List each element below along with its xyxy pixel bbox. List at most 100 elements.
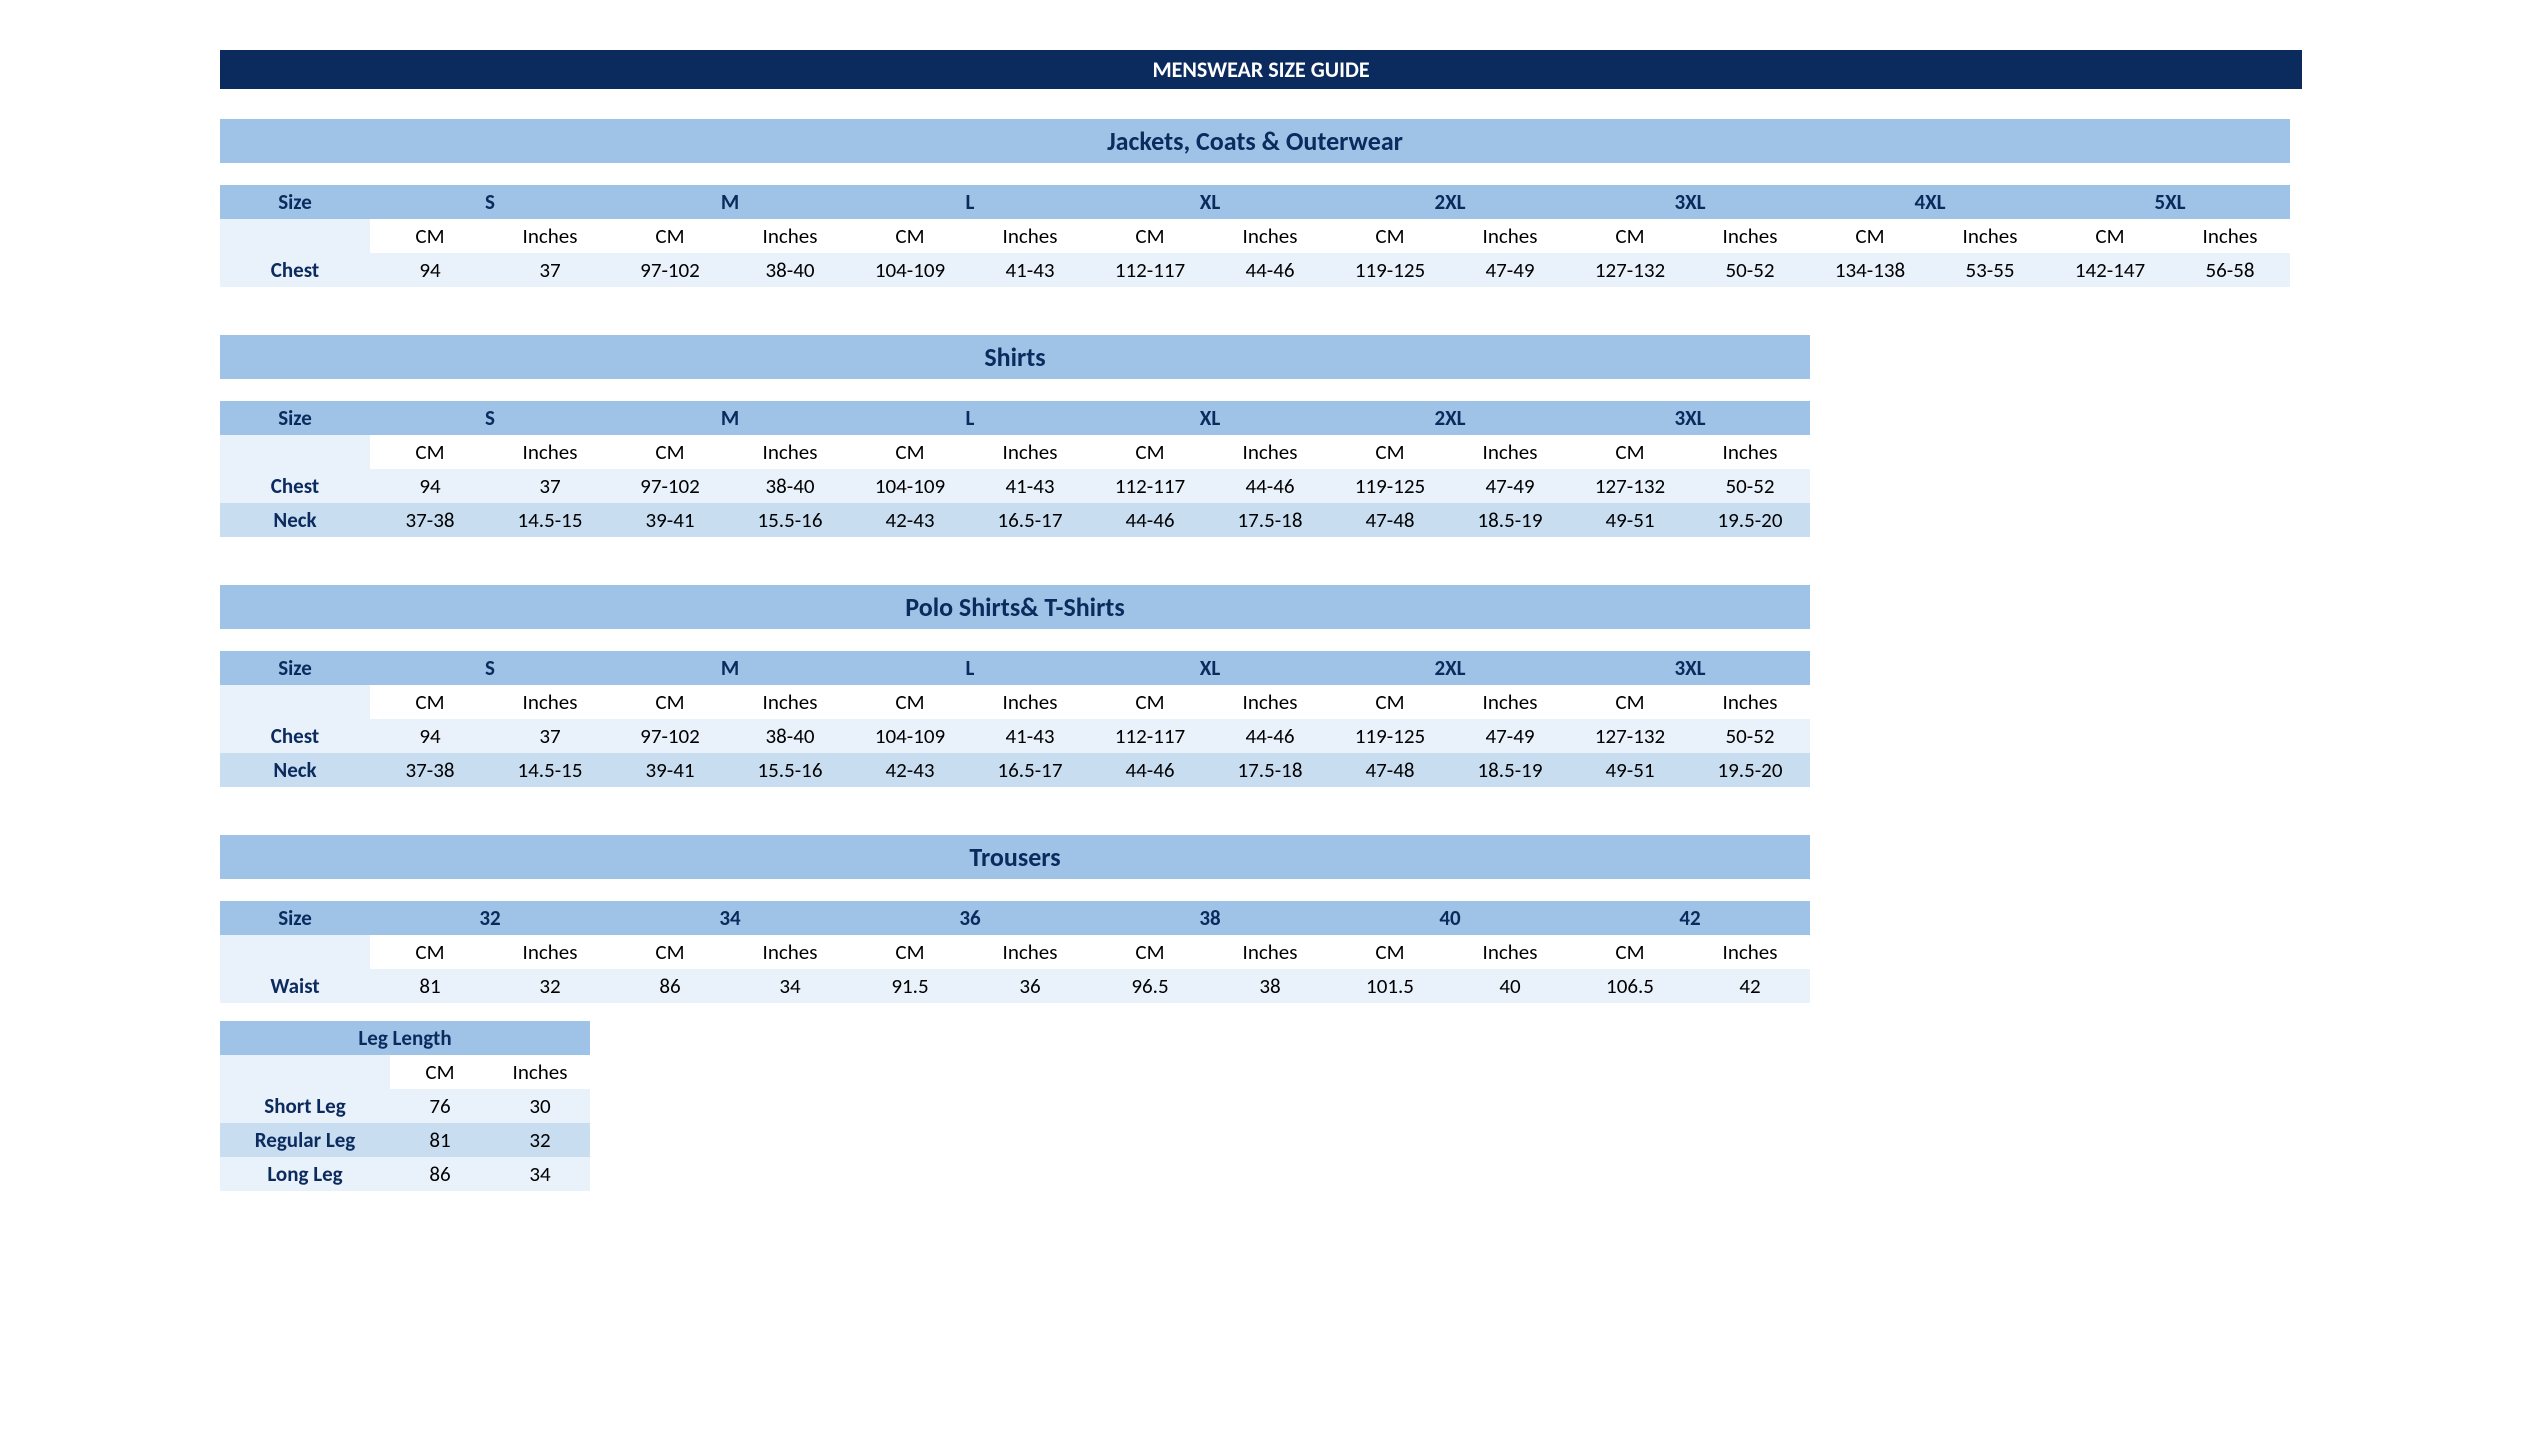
size-header: 32 xyxy=(370,901,610,935)
unit-in: Inches xyxy=(730,219,850,253)
size-header: M xyxy=(610,401,850,435)
section-title: Polo Shirts& T-Shirts xyxy=(220,585,1810,629)
leg-table-wrap: Leg LengthCMInchesShort Leg7630Regular L… xyxy=(220,1021,2302,1191)
data-cell-in: 53-55 xyxy=(1930,253,2050,287)
data-cell-cm: 104-109 xyxy=(850,469,970,503)
unit-in: Inches xyxy=(1450,435,1570,469)
data-cell-in: 17.5-18 xyxy=(1210,503,1330,537)
data-cell-in: 47-49 xyxy=(1450,253,1570,287)
data-cell-cm: 44-46 xyxy=(1090,753,1210,787)
data-cell-in: 41-43 xyxy=(970,719,1090,753)
size-header: L xyxy=(850,401,1090,435)
size-header: 38 xyxy=(1090,901,1330,935)
unit-cm: CM xyxy=(1570,685,1690,719)
size-table: SizeSMLXL2XL3XLCMInchesCMInchesCMInchesC… xyxy=(220,651,1810,787)
data-cell-cm: 96.5 xyxy=(1090,969,1210,1003)
data-cell-cm: 94 xyxy=(370,469,490,503)
data-cell-in: 32 xyxy=(490,969,610,1003)
main-title: MENSWEAR SIZE GUIDE xyxy=(220,50,2302,89)
section-title: Trousers xyxy=(220,835,1810,879)
data-cell-cm: 42-43 xyxy=(850,753,970,787)
unit-in: Inches xyxy=(490,935,610,969)
unit-in: Inches xyxy=(1210,685,1330,719)
row-label: Waist xyxy=(220,969,370,1003)
data-cell-cm: 42-43 xyxy=(850,503,970,537)
unit-blank xyxy=(220,219,370,253)
size-header: 2XL xyxy=(1330,401,1570,435)
unit-cm: CM xyxy=(1570,219,1690,253)
data-cell-cm: 112-117 xyxy=(1090,253,1210,287)
row-label: Chest xyxy=(220,253,370,287)
data-cell-in: 44-46 xyxy=(1210,719,1330,753)
size-header: 3XL xyxy=(1570,185,1810,219)
data-cell-in: 38-40 xyxy=(730,469,850,503)
size-header-label: Size xyxy=(220,185,370,219)
data-cell-cm: 39-41 xyxy=(610,503,730,537)
data-cell-in: 44-46 xyxy=(1210,469,1330,503)
data-cell-cm: 47-48 xyxy=(1330,753,1450,787)
leg-data-in: 32 xyxy=(490,1123,590,1157)
data-cell-in: 34 xyxy=(730,969,850,1003)
data-cell-in: 16.5-17 xyxy=(970,503,1090,537)
page: MENSWEAR SIZE GUIDE Jackets, Coats & Out… xyxy=(0,0,2522,1319)
unit-cm: CM xyxy=(1090,219,1210,253)
unit-in: Inches xyxy=(730,935,850,969)
unit-cm: CM xyxy=(850,219,970,253)
data-cell-cm: 134-138 xyxy=(1810,253,1930,287)
unit-in: Inches xyxy=(2170,219,2290,253)
data-cell-in: 14.5-15 xyxy=(490,503,610,537)
data-cell-in: 18.5-19 xyxy=(1450,503,1570,537)
leg-data-in: 34 xyxy=(490,1157,590,1191)
leg-data-cm: 86 xyxy=(390,1157,490,1191)
unit-cm: CM xyxy=(370,219,490,253)
data-cell-in: 42 xyxy=(1690,969,1810,1003)
unit-in: Inches xyxy=(490,685,610,719)
data-cell-cm: 97-102 xyxy=(610,719,730,753)
size-header: L xyxy=(850,185,1090,219)
leg-table-title: Leg Length xyxy=(220,1021,590,1055)
data-cell-in: 36 xyxy=(970,969,1090,1003)
unit-cm: CM xyxy=(390,1055,490,1089)
row-label: Chest xyxy=(220,469,370,503)
data-cell-cm: 86 xyxy=(610,969,730,1003)
size-header-label: Size xyxy=(220,401,370,435)
unit-in: Inches xyxy=(1690,685,1810,719)
unit-cm: CM xyxy=(610,685,730,719)
data-cell-cm: 47-48 xyxy=(1330,503,1450,537)
unit-in: Inches xyxy=(970,935,1090,969)
section: Jackets, Coats & OuterwearSizeSMLXL2XL3X… xyxy=(220,119,2302,287)
data-cell-cm: 37-38 xyxy=(370,753,490,787)
data-cell-in: 41-43 xyxy=(970,469,1090,503)
data-cell-in: 47-49 xyxy=(1450,469,1570,503)
data-cell-in: 37 xyxy=(490,253,610,287)
unit-in: Inches xyxy=(970,219,1090,253)
data-cell-cm: 81 xyxy=(370,969,490,1003)
size-header: 4XL xyxy=(1810,185,2050,219)
data-cell-in: 18.5-19 xyxy=(1450,753,1570,787)
data-cell-in: 50-52 xyxy=(1690,719,1810,753)
size-header: M xyxy=(610,651,850,685)
data-cell-in: 38-40 xyxy=(730,719,850,753)
unit-blank xyxy=(220,435,370,469)
data-cell-cm: 106.5 xyxy=(1570,969,1690,1003)
data-cell-cm: 119-125 xyxy=(1330,253,1450,287)
unit-cm: CM xyxy=(1570,435,1690,469)
section: TrousersSize323436384042CMInchesCMInches… xyxy=(220,835,2302,1191)
unit-in: Inches xyxy=(1450,935,1570,969)
unit-in: Inches xyxy=(1210,219,1330,253)
leg-table: Leg LengthCMInchesShort Leg7630Regular L… xyxy=(220,1021,590,1191)
unit-cm: CM xyxy=(1330,685,1450,719)
data-cell-cm: 39-41 xyxy=(610,753,730,787)
size-header: S xyxy=(370,651,610,685)
unit-in: Inches xyxy=(1210,435,1330,469)
data-cell-in: 44-46 xyxy=(1210,253,1330,287)
sections-container: Jackets, Coats & OuterwearSizeSMLXL2XL3X… xyxy=(220,119,2302,1191)
data-cell-in: 38 xyxy=(1210,969,1330,1003)
unit-cm: CM xyxy=(1090,935,1210,969)
section-title: Shirts xyxy=(220,335,1810,379)
unit-cm: CM xyxy=(610,435,730,469)
size-header: 36 xyxy=(850,901,1090,935)
unit-cm: CM xyxy=(850,685,970,719)
data-cell-in: 37 xyxy=(490,719,610,753)
size-header: XL xyxy=(1090,185,1330,219)
